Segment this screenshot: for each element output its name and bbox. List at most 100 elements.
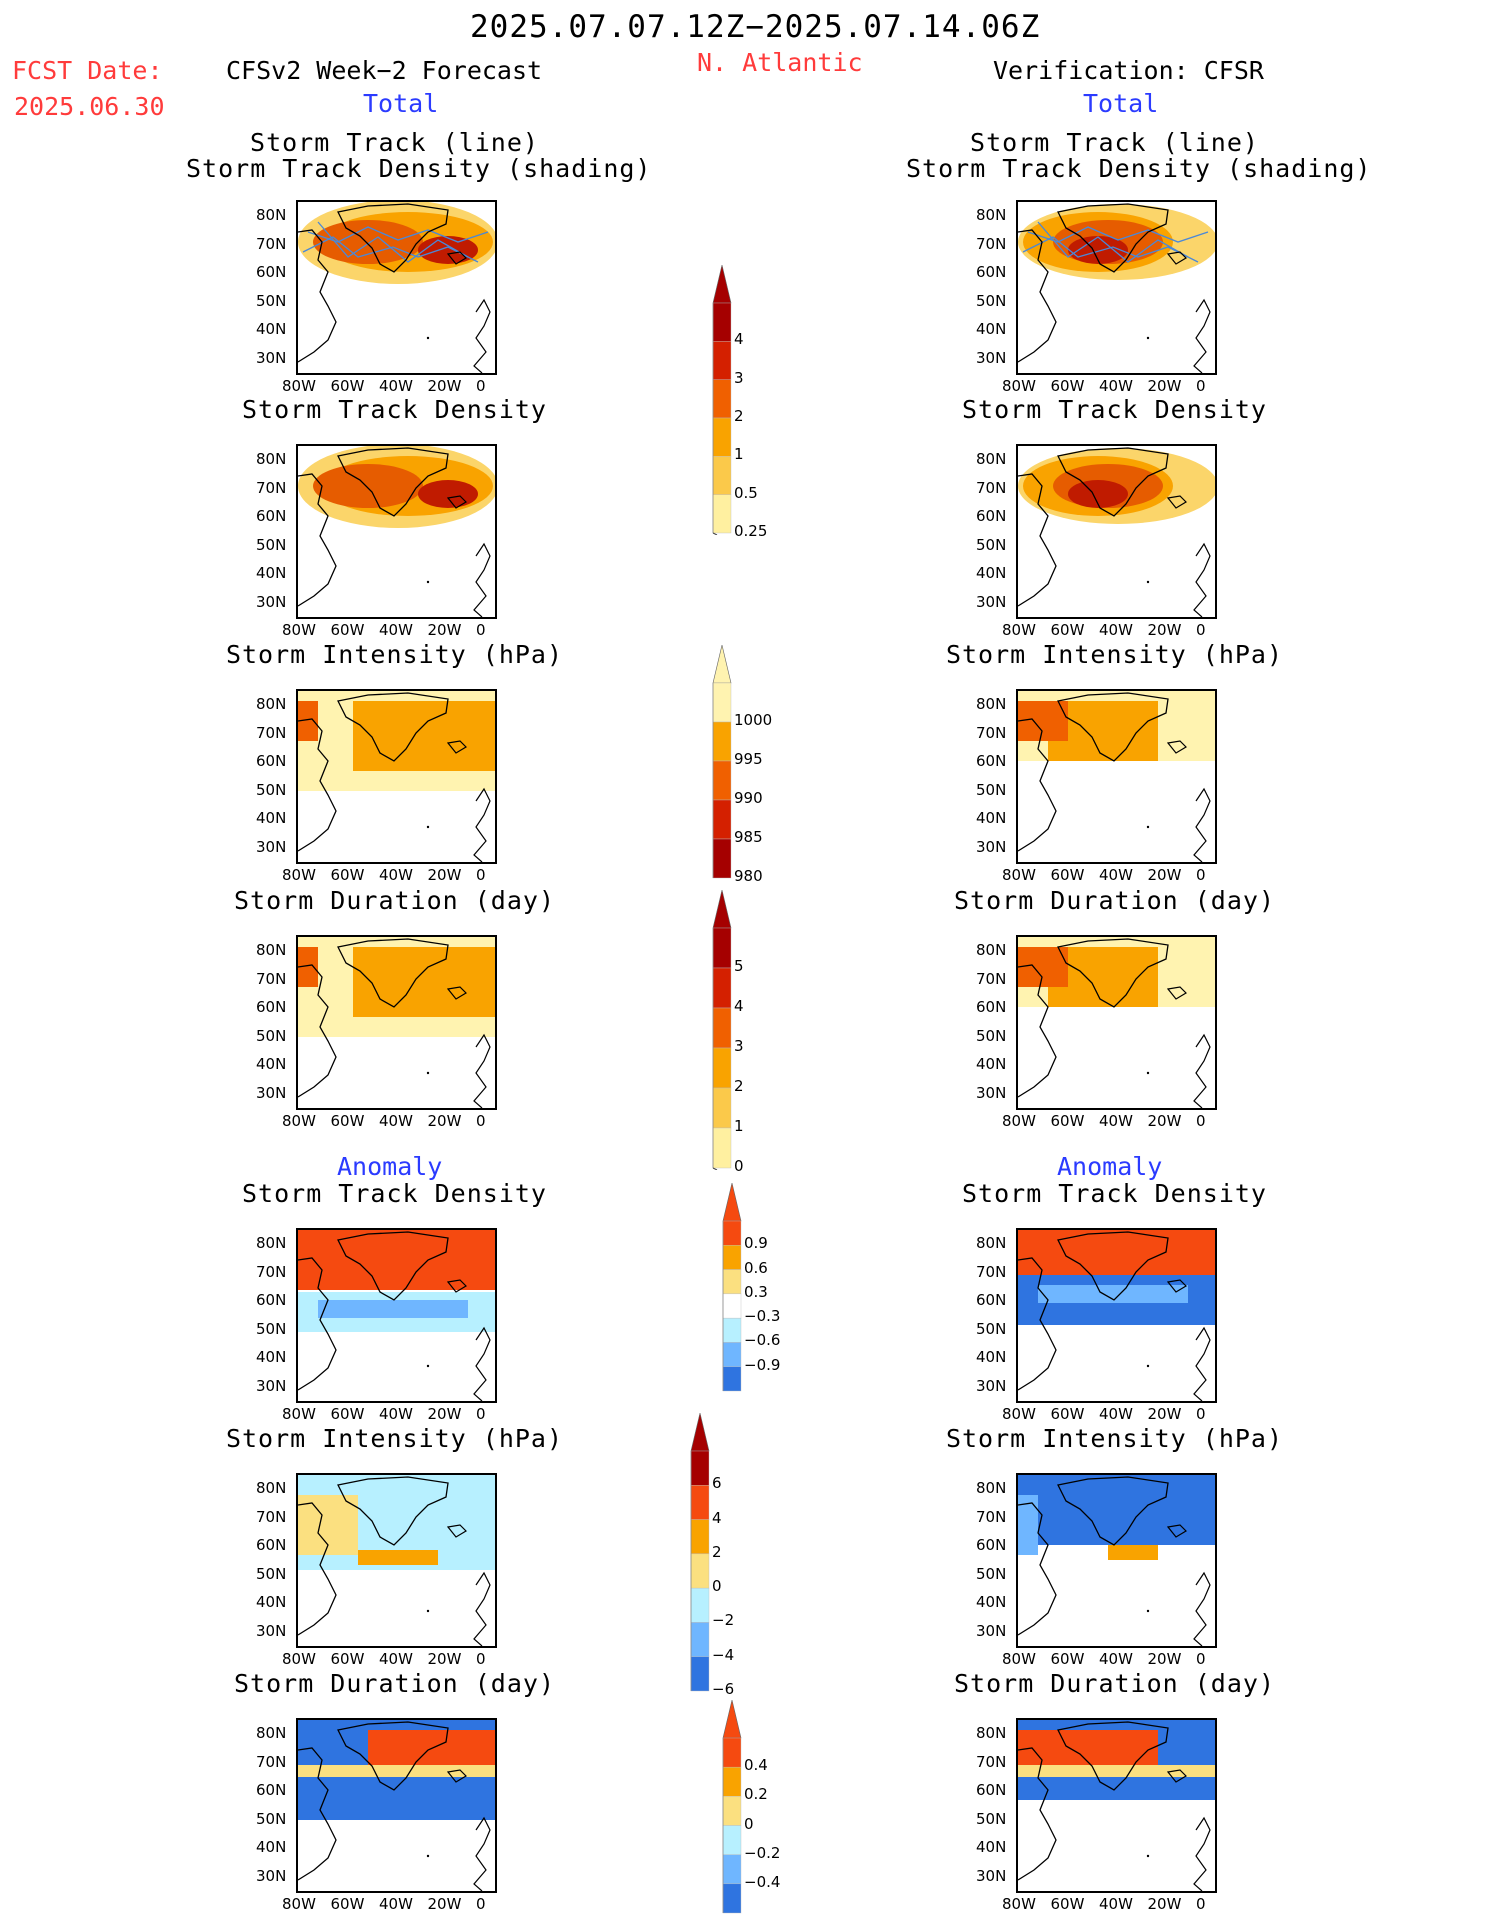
lat-tick-label: 50N	[976, 1026, 1007, 1045]
lon-tick-label: 20W	[1147, 1405, 1182, 1423]
panel-title: Storm Duration (day)	[233, 1669, 556, 1698]
lon-tick-label: 0	[1196, 621, 1206, 639]
colorbar-tick-label: 2	[712, 1542, 722, 1561]
lat-tick-label: 40N	[976, 1348, 1007, 1366]
lon-tick-label: 40W	[1099, 621, 1133, 639]
map-plot	[296, 444, 497, 619]
lon-tick-label: 20W	[427, 1112, 462, 1130]
lat-tick-label: 80N	[976, 206, 1007, 224]
lat-tick-label: 30N	[256, 592, 287, 611]
colorbar-tick-label: 985	[734, 828, 763, 846]
lat-tick-label: 60N	[256, 752, 287, 770]
lat-tick-label: 60N	[976, 1536, 1007, 1554]
map-plot	[1016, 935, 1217, 1110]
lon-tick-label: 60W	[1050, 1650, 1085, 1668]
lon-tick-label: 0	[476, 1405, 486, 1423]
lat-tick-label: 70N	[256, 1752, 287, 1771]
lon-tick-label: 60W	[1050, 377, 1085, 395]
lon-tick-label: 0	[1196, 1112, 1206, 1130]
colorbar-tick-label: 0.6	[744, 1258, 768, 1277]
lon-tick-label: 0	[1196, 1650, 1206, 1668]
lat-tick-label: 70N	[976, 1507, 1007, 1526]
lat-tick-label: 40N	[256, 1838, 287, 1856]
lon-tick-label: 20W	[1147, 866, 1182, 884]
lat-tick-label: 80N	[256, 1479, 287, 1497]
colorbar-tick-label: 1	[734, 1117, 744, 1135]
lon-tick-label: 20W	[1147, 1895, 1182, 1913]
lat-tick-label: 60N	[256, 263, 287, 281]
colorbar-tick-label: 2	[734, 407, 744, 425]
lon-tick-label: 20W	[1147, 377, 1182, 395]
lat-tick-label: 40N	[256, 564, 287, 582]
colorbar-tick-label: 4	[734, 997, 744, 1015]
lat-tick-label: 80N	[976, 941, 1007, 959]
lon-tick-label: 80W	[282, 1650, 316, 1668]
map-plot	[1016, 444, 1217, 619]
fcst-date-label: FCST Date:	[12, 56, 163, 85]
lat-tick-label: 30N	[256, 1621, 287, 1640]
lat-tick-label: 50N	[256, 1026, 287, 1045]
lat-tick-label: 40N	[976, 320, 1007, 338]
colorbar-tick-label: 3	[734, 368, 744, 387]
lon-tick-label: 20W	[427, 1895, 462, 1913]
colorbar-tick-label: 995	[734, 750, 763, 768]
map-plot	[296, 1473, 497, 1648]
lon-tick-label: 40W	[1099, 1650, 1133, 1668]
panel-title: Storm Track (line)	[250, 128, 539, 157]
lat-tick-label: 60N	[256, 507, 287, 525]
map-plot	[1016, 689, 1217, 864]
lon-tick-label: 40W	[379, 1405, 413, 1423]
lon-tick-label: 20W	[427, 377, 462, 395]
left-model-label: CFSv2 Week−2 Forecast	[226, 56, 543, 85]
colorbar-tick-label: 0.5	[734, 483, 758, 502]
left-total-label: Total	[363, 89, 439, 118]
lon-tick-label: 80W	[1002, 866, 1036, 884]
lon-tick-label: 60W	[330, 377, 365, 395]
lon-tick-label: 60W	[330, 1650, 365, 1668]
colorbar-tick-label: −0.9	[744, 1355, 781, 1374]
lon-tick-label: 0	[1196, 1895, 1206, 1913]
colorbar-tick-label: 6	[712, 1474, 722, 1493]
lon-tick-label: 80W	[282, 1405, 316, 1423]
lon-tick-label: 60W	[330, 866, 365, 884]
colorbar-tick-label: −0.6	[744, 1331, 781, 1350]
colorbar-tick-label: 0	[712, 1577, 722, 1596]
lat-tick-label: 30N	[256, 348, 287, 367]
lon-tick-label: 20W	[1147, 1650, 1182, 1668]
lon-tick-label: 0	[476, 1650, 486, 1668]
map-plot	[296, 1718, 497, 1893]
colorbar-tick-label: −2	[712, 1611, 735, 1630]
lon-tick-label: 60W	[1050, 1112, 1085, 1130]
lat-tick-label: 50N	[976, 535, 1007, 554]
lat-tick-label: 50N	[256, 535, 287, 554]
lon-tick-label: 80W	[282, 1895, 316, 1913]
lat-tick-label: 60N	[976, 1291, 1007, 1309]
colorbar-tick-label: −0.3	[744, 1307, 781, 1326]
colorbar-tick-label: 0	[744, 1814, 754, 1833]
lon-tick-label: 80W	[1002, 1112, 1036, 1130]
lat-tick-label: 80N	[256, 450, 287, 468]
map-plot	[296, 200, 497, 375]
lon-tick-label: 0	[476, 1112, 486, 1130]
panel-title: Storm Intensity (hPa)	[225, 1424, 564, 1453]
lat-tick-label: 50N	[976, 1809, 1007, 1828]
colorbar-tick-label: 5	[734, 957, 744, 975]
lat-tick-label: 50N	[256, 1809, 287, 1828]
lat-tick-label: 40N	[256, 1593, 287, 1611]
lat-tick-label: 80N	[976, 695, 1007, 713]
lat-tick-label: 50N	[976, 1319, 1007, 1338]
lon-tick-label: 80W	[1002, 1895, 1036, 1913]
lat-tick-label: 40N	[976, 1838, 1007, 1856]
lat-tick-label: 50N	[256, 1319, 287, 1338]
fcst-date-value: 2025.06.30	[14, 92, 165, 121]
lon-tick-label: 60W	[330, 621, 365, 639]
lon-tick-label: 60W	[1050, 1895, 1085, 1913]
lon-tick-label: 40W	[1099, 1405, 1133, 1423]
lon-tick-label: 0	[476, 1895, 486, 1913]
lat-tick-label: 30N	[976, 1866, 1007, 1885]
lat-tick-label: 70N	[976, 969, 1007, 988]
lat-tick-label: 70N	[256, 1262, 287, 1281]
lon-tick-label: 80W	[282, 866, 316, 884]
lat-tick-label: 70N	[256, 723, 287, 742]
lat-tick-label: 40N	[256, 320, 287, 338]
